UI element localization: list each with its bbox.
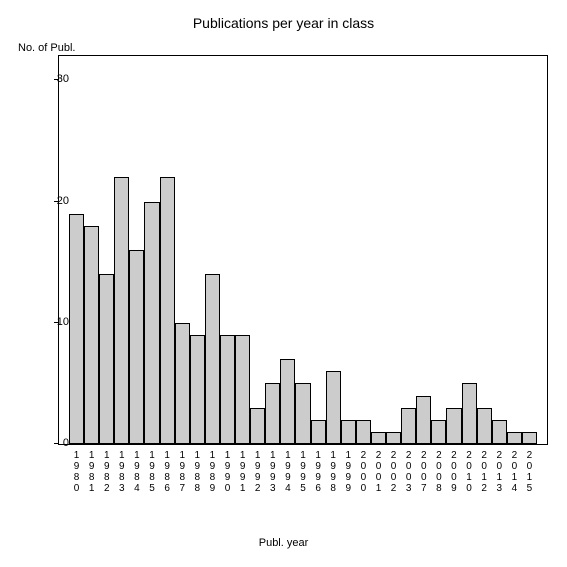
- bar: [160, 177, 175, 444]
- bar: [431, 420, 446, 444]
- xtick-label: 1986: [162, 450, 172, 494]
- xtick-label: 2012: [479, 450, 489, 494]
- xtick-label: 2013: [494, 450, 504, 494]
- bar: [462, 383, 477, 444]
- bar: [416, 396, 431, 445]
- bar: [326, 371, 341, 444]
- xtick-label: 2008: [434, 450, 444, 494]
- xtick-label: 2003: [404, 450, 414, 494]
- plot-area: [58, 55, 548, 445]
- bar: [522, 432, 537, 444]
- xtick-label: 2000: [358, 450, 368, 494]
- ytick-label: 30: [39, 73, 69, 85]
- xtick-label: 1990: [223, 450, 233, 494]
- xtick-label: 1993: [268, 450, 278, 494]
- bar: [446, 408, 461, 444]
- ytick-label: 0: [39, 437, 69, 449]
- xtick-label: 2009: [449, 450, 459, 494]
- bar: [371, 432, 386, 444]
- bar: [114, 177, 129, 444]
- bars-container: [59, 56, 547, 444]
- bar: [492, 420, 507, 444]
- bar: [280, 359, 295, 444]
- xtick-label: 2002: [389, 450, 399, 494]
- bar: [341, 420, 356, 444]
- bar: [220, 335, 235, 444]
- xtick-label: 1988: [192, 450, 202, 494]
- bar: [295, 383, 310, 444]
- xtick-label: 1980: [72, 450, 82, 494]
- xtick-label: 1999: [343, 450, 353, 494]
- x-axis-label: Publ. year: [0, 537, 567, 549]
- xtick-label: 1987: [177, 450, 187, 494]
- ytick-label: 10: [39, 316, 69, 328]
- ytick-label: 20: [39, 195, 69, 207]
- xtick-label: 1985: [147, 450, 157, 494]
- bar: [250, 408, 265, 444]
- xtick-label: 1989: [207, 450, 217, 494]
- xtick-label: 2010: [464, 450, 474, 494]
- bar: [190, 335, 205, 444]
- xtick-label: 2015: [524, 450, 534, 494]
- bar: [477, 408, 492, 444]
- xtick-label: 1998: [328, 450, 338, 494]
- xtick-label: 1981: [87, 450, 97, 494]
- xtick-label: 1982: [102, 450, 112, 494]
- bar: [205, 274, 220, 444]
- bar: [507, 432, 522, 444]
- chart-title: Publications per year in class: [0, 15, 567, 31]
- bar: [356, 420, 371, 444]
- bar: [311, 420, 326, 444]
- xtick-label: 2014: [509, 450, 519, 494]
- bar: [401, 408, 416, 444]
- bar: [175, 323, 190, 444]
- xtick-label: 1994: [283, 450, 293, 494]
- y-axis-label: No. of Publ.: [18, 42, 75, 54]
- bar: [129, 250, 144, 444]
- bar: [144, 202, 159, 445]
- bar: [235, 335, 250, 444]
- bar: [99, 274, 114, 444]
- xtick-label: 1995: [298, 450, 308, 494]
- xtick-label: 1984: [132, 450, 142, 494]
- xtick-label: 1983: [117, 450, 127, 494]
- xtick-label: 1992: [253, 450, 263, 494]
- xtick-label: 2001: [373, 450, 383, 494]
- xtick-label: 1991: [238, 450, 248, 494]
- bar: [69, 214, 84, 444]
- bar: [84, 226, 99, 444]
- bar: [265, 383, 280, 444]
- bar: [386, 432, 401, 444]
- xtick-label: 2007: [419, 450, 429, 494]
- xtick-label: 1996: [313, 450, 323, 494]
